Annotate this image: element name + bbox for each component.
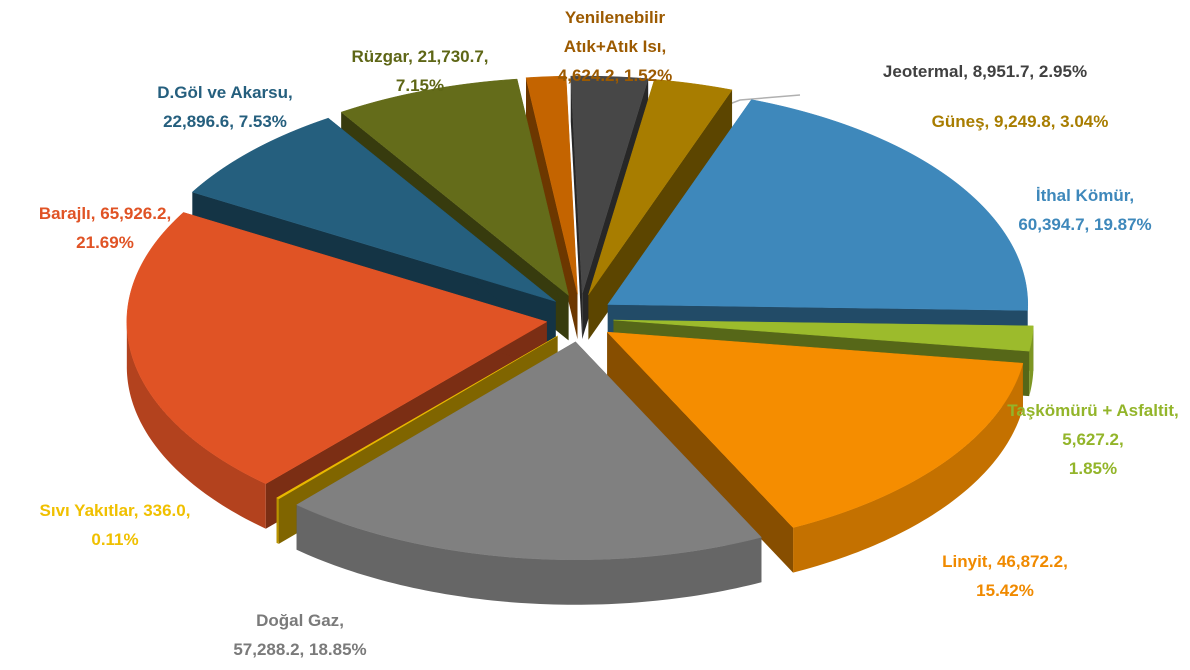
label-part: Jeotermal (883, 62, 973, 81)
slice (296, 341, 762, 561)
slice-wall (296, 504, 762, 605)
slice (126, 212, 548, 485)
label-part: 21,730.7 (418, 47, 489, 66)
slice (525, 75, 578, 295)
label-part: Güneş (932, 112, 994, 131)
label-part: 22,896.6 (163, 112, 239, 131)
slice-side (526, 77, 578, 340)
label-part: İthal Kömür (1036, 186, 1134, 205)
slice (191, 117, 556, 302)
data-label: Yenilenebilir Atık+Atık Isı 4,624.2 1.52% (540, 3, 690, 90)
data-label: Taşkömürü + Asfaltit 5,627.2 1.85% (1006, 396, 1181, 483)
data-label: Doğal Gaz 57,288.2 18.85% (100, 606, 500, 664)
label-part: 3.04% (1060, 112, 1109, 131)
slice-wall (126, 319, 266, 529)
slice (613, 319, 1034, 352)
label-part: 1.52% (623, 66, 673, 85)
label-part: Yenilenebilir Atık+Atık Isı (564, 8, 667, 56)
data-label: Rüzgar 21,730.7 7.15% (220, 42, 620, 100)
label-part: Barajlı (39, 204, 100, 223)
slice (588, 79, 733, 295)
slice (276, 335, 558, 500)
label-part: 1.85% (1068, 459, 1118, 478)
slice-wall (1029, 325, 1034, 397)
slice-wall (793, 363, 1023, 573)
label-part: 0.11% (91, 530, 139, 549)
label-part: 4,624.2 (558, 66, 624, 85)
slice-side (588, 89, 733, 340)
data-label: Barajlı 65,926.2 21.69% (0, 199, 305, 257)
data-label: D.Göl ve Akarsu 22,896.6 7.53% (25, 78, 425, 136)
label-part: Doğal Gaz (256, 611, 344, 630)
slice (606, 331, 1024, 528)
slice (570, 75, 649, 295)
label-part: 9,249.8 (994, 112, 1060, 131)
label-part: D.Göl ve Akarsu (157, 83, 292, 102)
label-part: 21.69% (76, 233, 134, 252)
data-label: Jeotermal 8,951.7 2.95% (785, 57, 1185, 86)
data-label: Güneş 9,249.8 3.04% (820, 107, 1190, 136)
label-part: 2.95% (1038, 62, 1088, 81)
data-label: Sıvı Yakıtlar 336.00.11% (0, 496, 315, 554)
data-label: İthal Kömür 60,394.7 19.87% (885, 181, 1190, 239)
label-part: 7.15% (395, 76, 445, 95)
label-part: 65,926.2 (100, 204, 171, 223)
data-label: Linyit 46,872.2 15.42% (805, 547, 1190, 605)
label-part: Sıvı Yakıtlar (40, 501, 144, 520)
label-part: 46,872.2 (997, 552, 1068, 571)
label-part: 60,394.7 (1018, 215, 1094, 234)
slice-wall (276, 497, 279, 544)
label-part: 18.85% (308, 640, 367, 659)
label-part: Taşkömürü + Asfaltit (1007, 401, 1178, 420)
label-part: 15.42% (976, 581, 1034, 600)
slice-side (607, 332, 794, 573)
label-part: Linyit (942, 552, 997, 571)
label-part: 8,951.7 (973, 62, 1039, 81)
slice-side (570, 76, 583, 340)
slice (607, 99, 1029, 311)
label-part: 336.0 (143, 501, 190, 520)
label-part: 7.53% (238, 112, 287, 131)
slice (340, 78, 569, 297)
label-part: Rüzgar (351, 47, 417, 66)
label-part: 57,288.2 (233, 640, 309, 659)
label-part: 19.87% (1093, 215, 1152, 234)
label-part: 5,627.2 (1062, 430, 1123, 449)
